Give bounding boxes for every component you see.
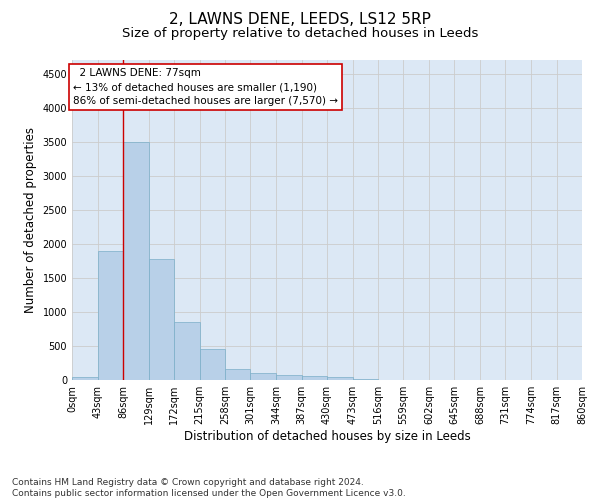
- X-axis label: Distribution of detached houses by size in Leeds: Distribution of detached houses by size …: [184, 430, 470, 443]
- Bar: [149, 259, 174, 380]
- Bar: [276, 375, 302, 380]
- Bar: [225, 369, 251, 380]
- Bar: [123, 142, 149, 380]
- Bar: [199, 350, 225, 380]
- Text: 2, LAWNS DENE, LEEDS, LS12 5RP: 2, LAWNS DENE, LEEDS, LS12 5RP: [169, 12, 431, 28]
- Bar: [174, 322, 199, 380]
- Bar: [72, 376, 97, 380]
- Y-axis label: Number of detached properties: Number of detached properties: [24, 127, 37, 313]
- Text: Contains HM Land Registry data © Crown copyright and database right 2024.
Contai: Contains HM Land Registry data © Crown c…: [12, 478, 406, 498]
- Bar: [97, 250, 123, 380]
- Bar: [251, 373, 276, 380]
- Text: Size of property relative to detached houses in Leeds: Size of property relative to detached ho…: [122, 28, 478, 40]
- Bar: [327, 378, 353, 380]
- Bar: [302, 376, 327, 380]
- Text: 2 LAWNS DENE: 77sqm
← 13% of detached houses are smaller (1,190)
86% of semi-det: 2 LAWNS DENE: 77sqm ← 13% of detached ho…: [73, 68, 338, 106]
